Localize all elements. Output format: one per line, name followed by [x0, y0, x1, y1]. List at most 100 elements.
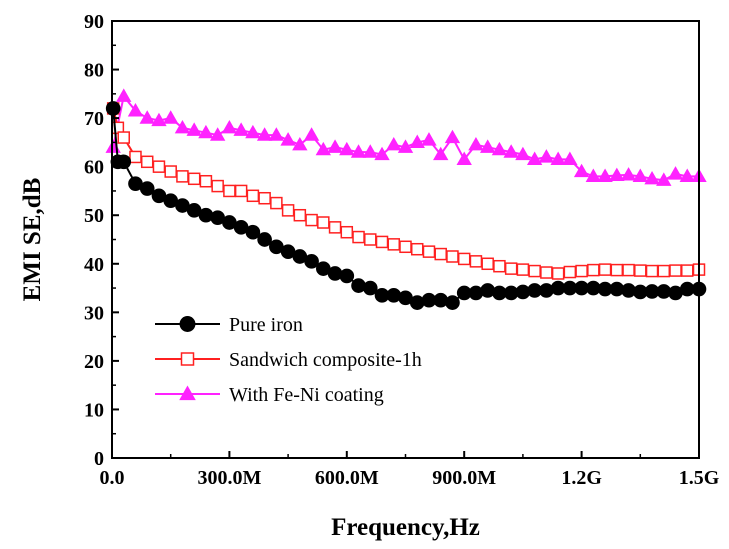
- data-point: [270, 196, 283, 210]
- data-point: [257, 232, 272, 247]
- data-point: [305, 213, 318, 227]
- legend-label: Sandwich composite-1h: [229, 349, 422, 371]
- ticks-layer: 0 10 20 30 40 50 60 70 80 90 0.0 300.0M 600.0M 900.0M…: [84, 11, 720, 489]
- legend-entry: With Fe-Ni coating: [155, 384, 384, 406]
- data-point: [410, 242, 424, 256]
- y-tick-label: 80: [84, 60, 104, 82]
- data-point: [246, 189, 260, 203]
- y-tick-label: 50: [84, 205, 104, 227]
- data-point: [620, 167, 637, 181]
- x-tick-label: 600.0M: [315, 467, 379, 489]
- data-point: [174, 119, 191, 134]
- y-tick-label: 40: [84, 254, 104, 276]
- x-tick-label: 0.0: [100, 467, 125, 489]
- data-point: [598, 263, 612, 276]
- data-point: [152, 160, 166, 173]
- y-tick-label: 60: [84, 157, 104, 179]
- data-point: [387, 238, 401, 251]
- data-point: [362, 280, 378, 296]
- data-point: [105, 101, 121, 116]
- data-point: [540, 266, 553, 279]
- y-tick-label: 0: [94, 448, 104, 470]
- data-point: [632, 168, 648, 182]
- data-point: [645, 264, 659, 278]
- data-point: [493, 259, 506, 273]
- data-point: [292, 136, 308, 151]
- data-point: [198, 207, 214, 223]
- data-point: [644, 170, 660, 185]
- y-tick-label: 30: [84, 302, 104, 324]
- data-point: [139, 181, 155, 196]
- data-point: [304, 254, 319, 269]
- data-point: [445, 295, 460, 310]
- data-point: [179, 385, 196, 401]
- x-tick-label: 900.0M: [432, 467, 496, 489]
- data-point: [339, 268, 355, 284]
- y-axis-title: EMI SE,dB: [19, 178, 46, 302]
- x-tick-label: 1.2G: [561, 467, 602, 489]
- data-point: [375, 235, 389, 249]
- data-point: [656, 172, 672, 186]
- data-point: [539, 283, 554, 298]
- data-point: [179, 316, 196, 332]
- data-point: [350, 144, 367, 158]
- data-point: [679, 168, 695, 182]
- data-point: [503, 144, 519, 158]
- data-point: [610, 263, 624, 277]
- data-point: [198, 124, 214, 139]
- data-point: [444, 129, 461, 144]
- data-point: [562, 151, 578, 165]
- data-point: [397, 139, 414, 153]
- data-point: [221, 119, 238, 134]
- data-point: [374, 146, 390, 161]
- data-point: [180, 352, 195, 366]
- data-point: [421, 132, 437, 146]
- data-point: [386, 136, 402, 151]
- data-point: [209, 127, 226, 141]
- data-point: [364, 233, 377, 246]
- data-point: [468, 285, 484, 301]
- data-point: [280, 132, 296, 146]
- data-point: [234, 184, 248, 198]
- data-point: [327, 266, 343, 281]
- data-point: [480, 283, 495, 298]
- data-point: [657, 264, 671, 278]
- data-point: [327, 139, 343, 153]
- data-point: [609, 167, 625, 182]
- series-sandwich-composite-1h: [106, 102, 706, 280]
- data-point: [245, 124, 261, 139]
- data-point: [456, 151, 472, 165]
- data-point: [433, 146, 449, 161]
- data-point: [187, 172, 201, 186]
- data-point: [667, 166, 684, 180]
- data-point: [386, 288, 402, 303]
- data-point: [515, 146, 531, 161]
- data-point: [585, 168, 602, 182]
- data-point: [469, 255, 483, 268]
- data-point: [526, 151, 543, 165]
- data-point: [587, 263, 600, 277]
- data-point: [245, 224, 261, 240]
- data-point: [199, 174, 213, 188]
- data-point: [622, 263, 635, 277]
- data-point: [176, 170, 189, 183]
- data-point: [446, 250, 459, 263]
- data-point: [211, 179, 224, 193]
- data-point: [550, 151, 566, 165]
- data-point: [681, 264, 694, 277]
- data-point: [409, 134, 425, 149]
- data-point: [317, 216, 330, 229]
- data-point: [116, 154, 132, 170]
- data-point: [328, 221, 342, 234]
- data-point: [140, 155, 154, 169]
- data-point: [268, 127, 285, 141]
- legend: Pure iron Sandwich composite-1h With Fe-Ni…: [155, 314, 422, 406]
- data-point: [340, 225, 354, 239]
- data-point: [575, 264, 588, 278]
- data-point: [303, 127, 320, 141]
- series-with-fe-ni-coating: [105, 88, 707, 186]
- data-point: [164, 165, 177, 178]
- y-tick-label: 10: [84, 399, 104, 421]
- data-point: [293, 208, 307, 222]
